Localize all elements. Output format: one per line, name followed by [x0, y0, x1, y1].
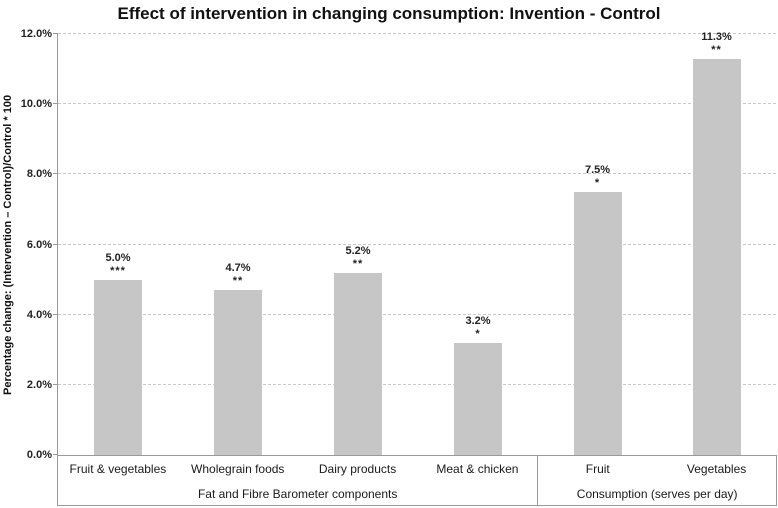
y-tick-label: 4.0%	[26, 308, 52, 321]
bar-value-label: 5.2%	[345, 244, 371, 257]
bar-value-label: 3.2%	[465, 314, 491, 327]
chart-title: Effect of intervention in changing consu…	[117, 4, 661, 23]
plot-area: *** 5.0% ** 4.7% ** 5.2% * 3.2% * 7.5% ** 11.3%	[53, 30, 776, 456]
category-labels-row: Fruit Vegetables	[538, 455, 776, 482]
gridline-8.0%	[58, 173, 776, 175]
gridline-6.0%	[58, 243, 776, 245]
gridline-10.0%	[58, 103, 776, 105]
category-label: Wholegrain foods	[191, 461, 285, 476]
significance-stars: **	[232, 275, 244, 288]
bar-value-label: 11.3%	[701, 30, 732, 43]
category-label: Vegetables	[686, 461, 747, 476]
significance-stars: **	[352, 257, 364, 270]
y-tick-label: 0.0%	[26, 449, 52, 461]
bar-slot: ** 5.2%	[298, 34, 418, 455]
bar-slot: ** 4.7%	[178, 34, 298, 455]
y-tick-mark	[53, 383, 58, 385]
category-group: Fruit Vegetables Consumption (serves per d…	[537, 455, 776, 505]
y-tick-mark	[53, 454, 58, 455]
axis-group-label: Fat and Fibre Barometer components	[197, 486, 398, 501]
y-tick-mark	[53, 243, 58, 245]
y-tick-mark	[53, 173, 58, 175]
y-tick-mark	[53, 33, 58, 34]
bar-value-label: 5.0%	[105, 251, 131, 264]
y-tick-label: 12.0%	[20, 28, 52, 40]
axis-group-label: Consumption (serves per day)	[576, 486, 738, 501]
bar-fruit-vegetables	[94, 279, 142, 455]
y-tick-label: 10.0%	[20, 98, 52, 111]
bar-value-label: 7.5%	[584, 163, 611, 176]
significance-stars: **	[711, 43, 722, 56]
bar-group: *** 5.0% ** 4.7% ** 5.2% * 3.2%	[58, 34, 538, 455]
category-label: Meat & chicken	[436, 461, 519, 476]
gridline-12.0%	[58, 33, 776, 34]
gridline-2.0%	[58, 383, 776, 385]
bar-slot: * 7.5%	[538, 34, 657, 455]
category-group: Fruit & vegetables Wholegrain foods Dairy …	[58, 455, 537, 505]
bar-value-label: 4.7%	[225, 262, 251, 275]
category-label: Dairy products	[318, 461, 397, 476]
bar-slot: ** 11.3%	[657, 30, 776, 455]
category-labels-row: Fruit & vegetables Wholegrain foods Dairy …	[58, 455, 537, 482]
y-tick-label: 6.0%	[26, 238, 52, 251]
gridline-4.0%	[58, 313, 776, 315]
bar-dairy-products	[334, 272, 382, 455]
y-tick-label: 8.0%	[26, 168, 52, 181]
category-axis: Fruit & vegetables Wholegrain foods Dairy …	[57, 455, 777, 506]
bar-slot: *** 5.0%	[58, 34, 178, 455]
significance-stars: ***	[110, 264, 126, 277]
significance-stars: *	[475, 327, 481, 340]
category-label: Fruit	[585, 461, 610, 476]
y-tick-mark	[53, 313, 58, 315]
bars-container: *** 5.0% ** 4.7% ** 5.2% * 3.2% * 7.5% ** 11.3%	[58, 30, 776, 455]
bar-wholegrain-foods	[214, 290, 262, 455]
significance-stars: *	[594, 176, 601, 189]
bar-group: * 7.5% ** 11.3%	[538, 30, 776, 455]
bar-vegetables	[692, 58, 741, 455]
category-label: Fruit & vegetables	[69, 461, 167, 476]
bar-fruit	[573, 191, 622, 455]
y-tick-mark	[53, 103, 58, 105]
bar-slot: * 3.2%	[418, 34, 538, 455]
y-tick-label: 2.0%	[26, 378, 52, 391]
bar-meat-chicken	[454, 342, 502, 455]
